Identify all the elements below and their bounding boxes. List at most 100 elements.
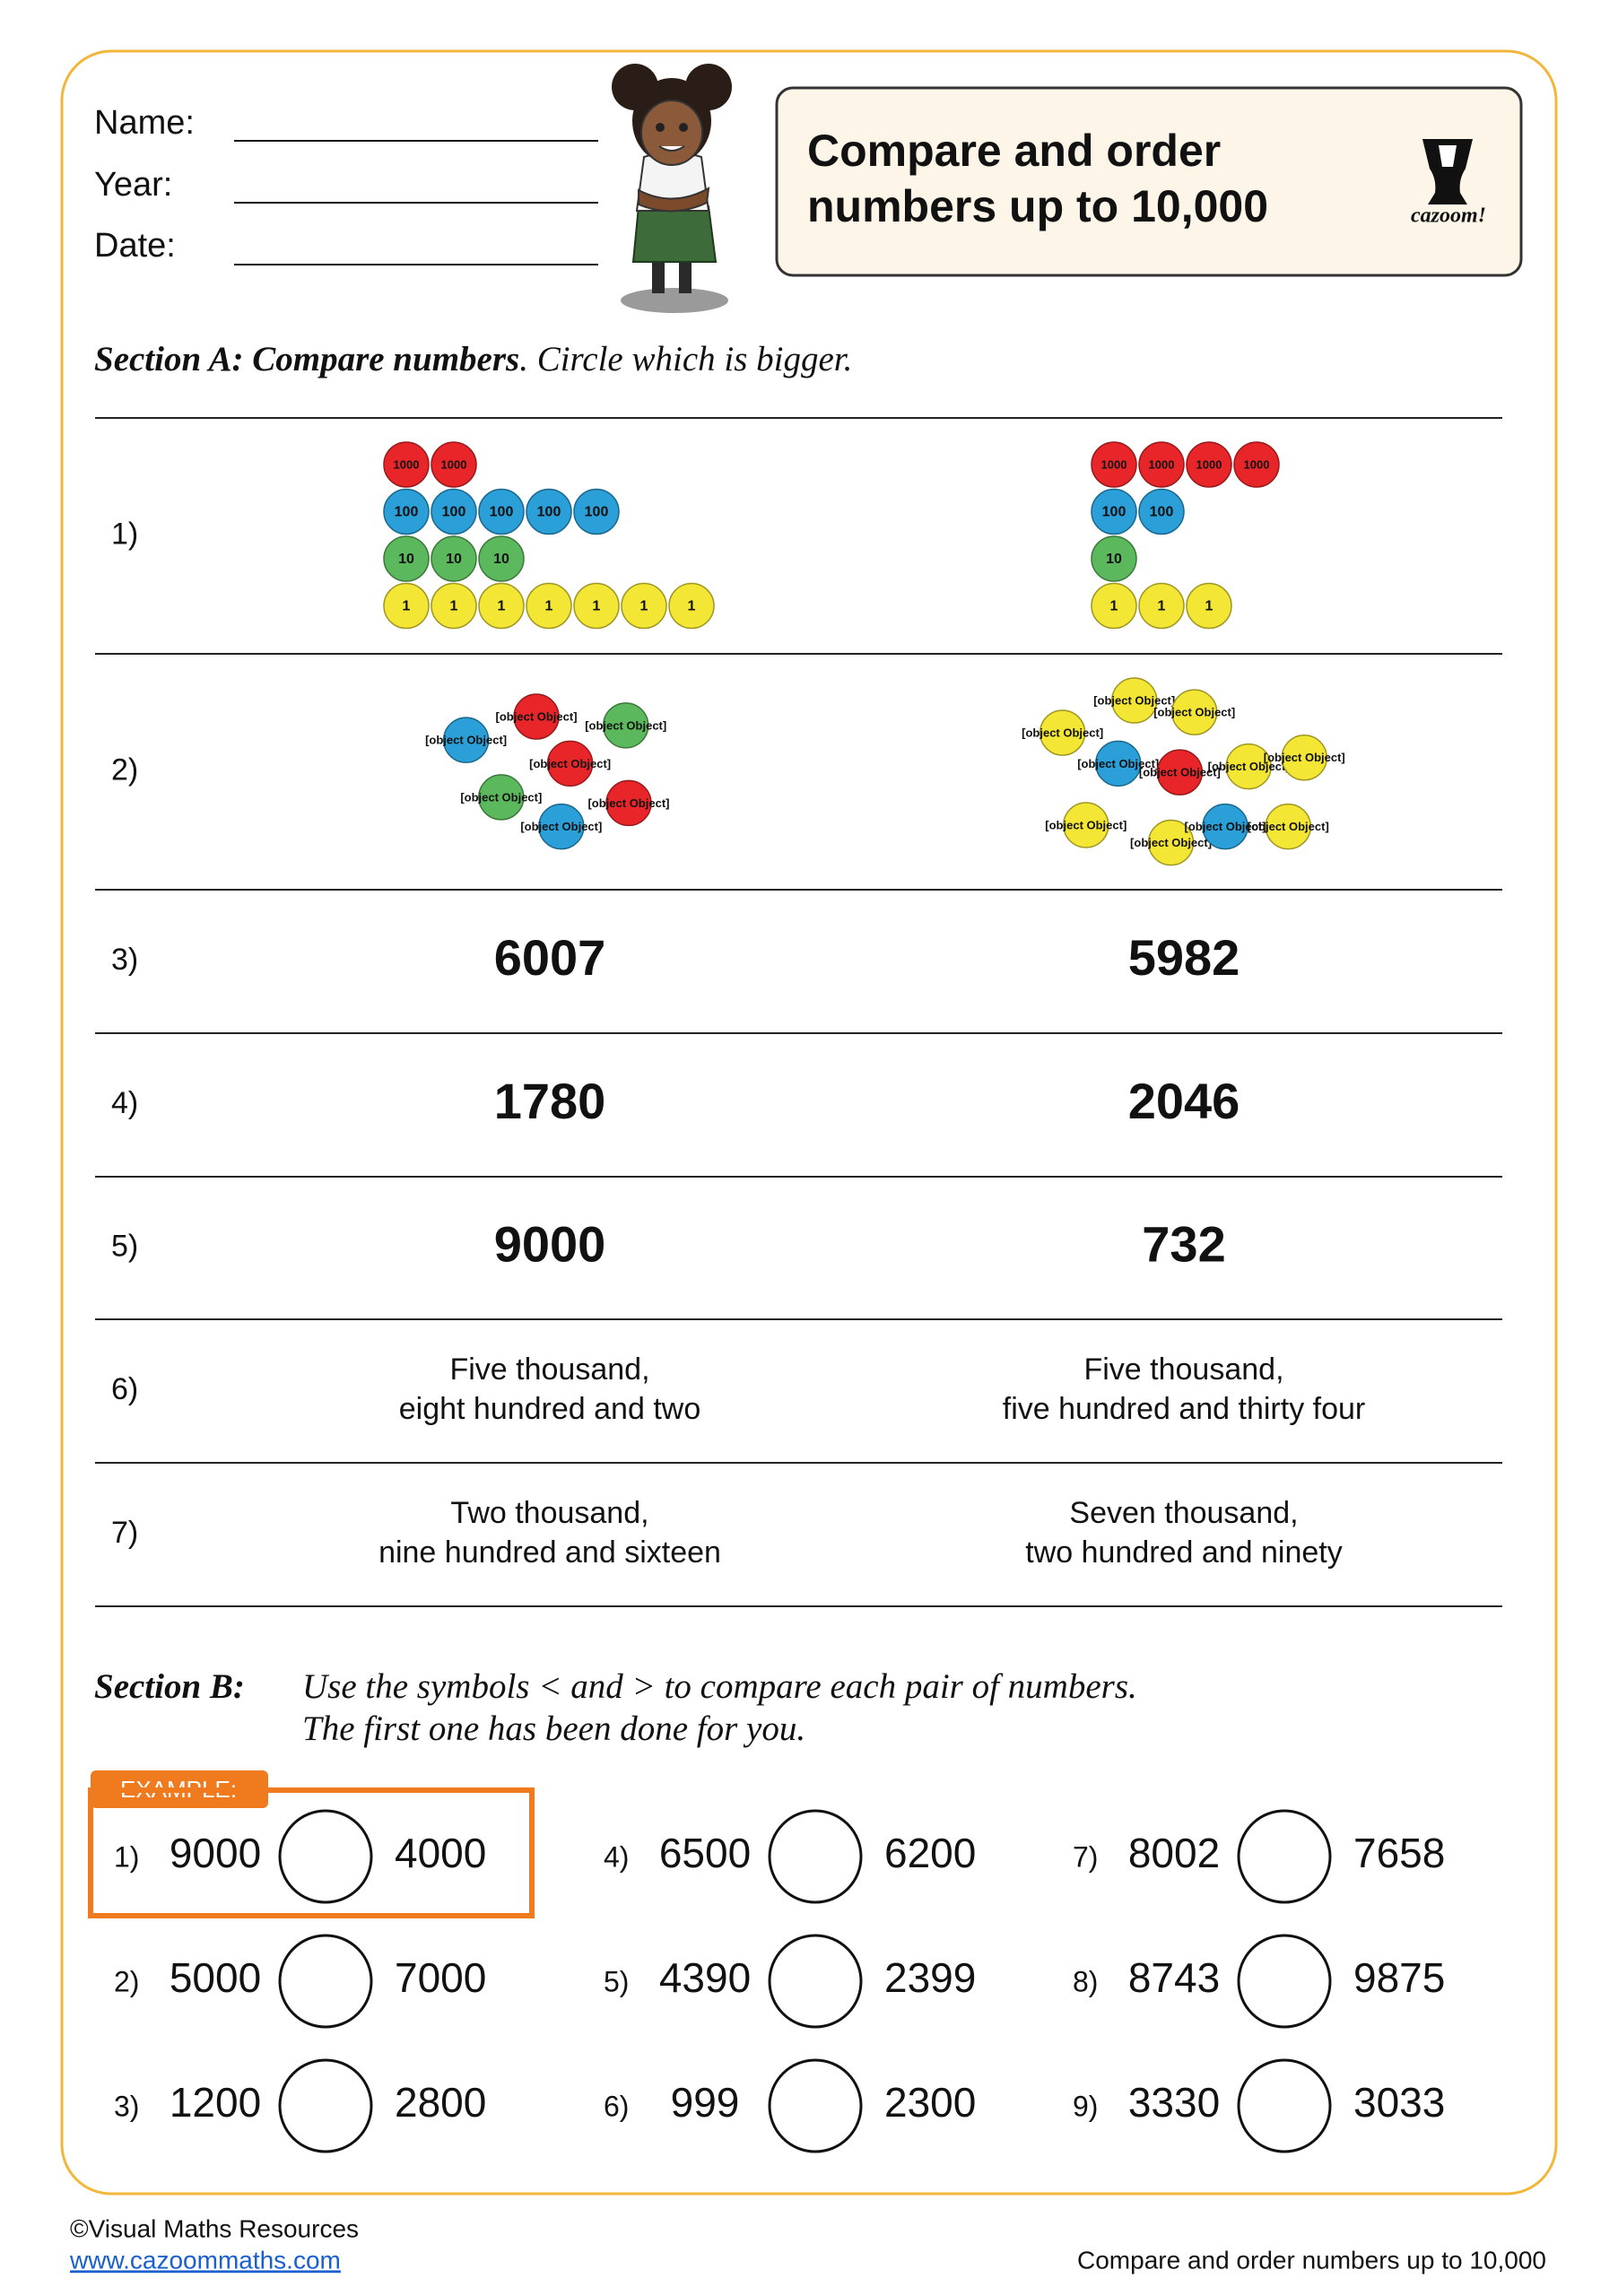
counter [573,582,620,630]
question-number: 1) [111,517,138,551]
counter-label: [object Object] [1153,706,1235,719]
counter-label: [object Object] [1093,693,1175,707]
item-number: 8) [1073,1965,1098,1997]
counter [431,582,477,630]
left-number: 9000 [170,1830,261,1876]
right-number: 4000 [395,1830,486,1876]
heading-bold: Section A: Compare numbers [94,340,519,378]
counter [1202,803,1248,850]
counter-label: [object Object] [1077,757,1159,770]
left-number: 6500 [659,1830,751,1876]
item-number: 7) [1073,1840,1098,1873]
number-value: 2046 [1128,1073,1240,1129]
counter-label: 1000 [1101,457,1127,471]
website-link[interactable]: www.cazoommaths.com [69,2246,341,2274]
counter [1091,441,1137,488]
counter-label: 1 [688,599,696,614]
left-number: 4390 [659,1954,751,2001]
counter [431,441,477,488]
counter-label: [object Object] [425,734,507,747]
number-value: 5982 [1128,929,1240,986]
counter-label: [object Object] [496,709,578,723]
counter [383,535,430,582]
counter-label: 1 [593,599,601,614]
answer-circle [768,1809,863,1904]
counter-label: 100 [1102,505,1127,520]
counter [526,488,572,535]
counter [431,488,477,535]
right-number: 2800 [395,2079,486,2126]
counter [383,441,430,488]
counter [1138,582,1185,630]
answer-circle [278,1809,373,1904]
left-number: 5000 [170,1954,261,2001]
counter-label: 100 [490,505,514,520]
counter-label: 1000 [1244,457,1270,471]
counter-label: [object Object] [529,757,611,770]
number-words: Two thousand, [450,1496,648,1530]
title-line: Compare and order [807,126,1221,176]
counter [1091,488,1137,535]
counter [478,582,525,630]
number-words: five hundred and thirty four [1003,1392,1365,1426]
counter [383,582,430,630]
counter-label: 1 [498,599,506,614]
counter-label: [object Object] [1139,766,1221,779]
counter-label: 10 [493,552,509,567]
number-words: Seven thousand, [1069,1496,1298,1530]
counter [1039,709,1086,756]
heading-rest: . Circle which is bigger. [519,340,852,378]
page-border [60,49,1558,2196]
left-number: 3330 [1128,2079,1220,2126]
counter-label: 1 [403,599,411,614]
counter-label: [object Object] [587,796,669,810]
counter-label: 1000 [441,457,467,471]
counter-label: [object Object] [1248,820,1329,833]
counter-label: 1000 [1196,457,1222,471]
copyright: ©Visual Maths Resources [70,2214,359,2242]
counter [1233,441,1280,488]
question-number: 4) [111,1086,138,1120]
counter-label: 1 [545,599,553,614]
counter [1147,819,1195,866]
counter [602,702,649,749]
counter-label: 100 [537,505,561,520]
counter-label: [object Object] [1185,820,1266,833]
counter [573,488,620,535]
section-a: 1) 1000 1000 100 100 100 100 100 10 10 10 1 1 1 1 1 1 1 10… [95,417,1502,1607]
counter [1265,803,1312,850]
number-words: eight hundred and two [399,1392,700,1426]
title-line: numbers up to 10,000 [807,181,1268,231]
counter-label: [object Object] [585,718,666,732]
character [612,64,732,313]
counter [605,779,652,827]
right-number: 7658 [1353,1830,1445,1876]
section-a-heading: Section A: Compare numbers. Circle which… [94,340,852,378]
number-value: 1780 [494,1073,606,1129]
item-number: 9) [1073,2090,1098,2122]
counter-label: 100 [442,505,466,520]
item-number: 4) [604,1840,629,1873]
counter [442,717,490,763]
counter [1186,582,1232,630]
example-box [88,1787,535,1918]
question-number: 5) [111,1229,138,1263]
counter [1156,749,1204,796]
field-label: Name: [94,104,195,142]
item-number: 3) [114,2090,139,2122]
number-words: nine hundred and sixteen [378,1535,721,1570]
logo: cazoom! [1411,139,1486,228]
counter [478,535,525,582]
counter-label: 100 [395,505,419,520]
counter [1281,735,1328,781]
number-value: 9000 [494,1215,606,1272]
counter [621,582,667,630]
instruction: The first one has been done for you. [302,1709,805,1748]
right-number: 3033 [1353,2079,1445,2126]
right-number: 2300 [884,2079,976,2126]
counter [546,740,594,787]
counter-label: [object Object] [460,790,542,804]
counter [1138,488,1185,535]
counter [538,803,585,850]
